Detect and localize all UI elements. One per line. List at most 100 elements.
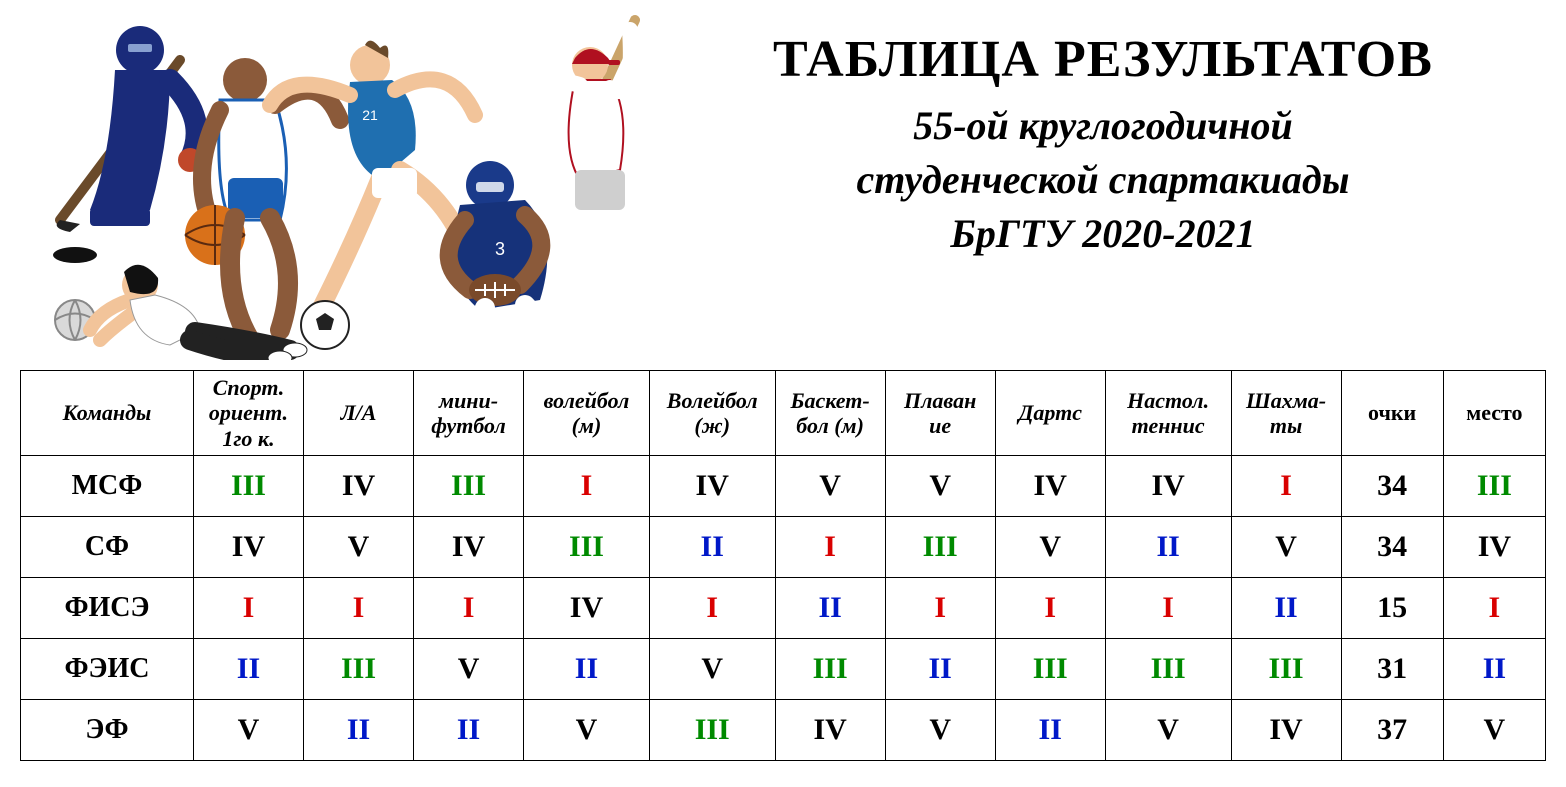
column-header: волейбол(м) [524,371,650,456]
place-cell: V [1443,699,1545,760]
result-cell: V [775,455,885,516]
table-row: ФИСЭIIIIVIIIIIIII15I [21,577,1546,638]
result-cell: III [524,516,650,577]
column-header: Плавание [885,371,995,456]
column-header: место [1443,371,1545,456]
soccer-player-icon: 21 [270,41,475,349]
points-cell: 31 [1341,638,1443,699]
column-header: Шахма-ты [1231,371,1341,456]
sports-collage-image: 21 [20,10,640,360]
result-cell: II [885,638,995,699]
hockey-player-icon [57,26,202,232]
column-header: Л/А [303,371,413,456]
result-cell: V [524,699,650,760]
result-cell: I [524,455,650,516]
result-cell: V [885,455,995,516]
page-title: ТАБЛИЦА РЕЗУЛЬТАТОВ [660,30,1546,89]
place-cell: I [1443,577,1545,638]
result-cell: I [995,577,1105,638]
result-cell: IV [1105,455,1231,516]
team-cell: ЭФ [21,699,194,760]
result-cell: III [885,516,995,577]
table-row: СФIVVIVIIIIIIIIIVIIV34IV [21,516,1546,577]
result-cell: III [1231,638,1341,699]
result-cell: II [775,577,885,638]
result-cell: III [649,699,775,760]
baseball-player-icon [520,20,635,210]
result-cell: II [1105,516,1231,577]
volleyball-player-icon [55,265,307,360]
subtitle-line-3: БрГТУ 2020-2021 [950,211,1255,256]
result-cell: V [649,638,775,699]
result-cell: I [885,577,995,638]
table-row: ЭФVIIIIVIIIIVVIIVIV37V [21,699,1546,760]
team-cell: СФ [21,516,194,577]
result-cell: I [775,516,885,577]
result-cell: V [1231,516,1341,577]
result-cell: III [1105,638,1231,699]
result-cell: IV [524,577,650,638]
result-cell: V [414,638,524,699]
result-cell: I [303,577,413,638]
column-header: Спорт.ориент.1го к. [193,371,303,456]
column-header: Настол.теннис [1105,371,1231,456]
result-cell: IV [1231,699,1341,760]
result-cell: V [303,516,413,577]
team-cell: ФЭИС [21,638,194,699]
result-cell: I [414,577,524,638]
column-header: Команды [21,371,194,456]
results-table: КомандыСпорт.ориент.1го к.Л/Амини-футбол… [20,370,1546,761]
subtitle-line-1: 55-ой круглогодичной [913,103,1293,148]
subtitle-line-2: студенческой спартакиады [857,157,1350,202]
column-header: Дартс [995,371,1105,456]
title-block: ТАБЛИЦА РЕЗУЛЬТАТОВ 55-ой круглогодичной… [660,10,1546,261]
table-row: ФЭИСIIIIIVIIVIIIIIIIIIIIIII31II [21,638,1546,699]
result-cell: II [524,638,650,699]
result-cell: IV [193,516,303,577]
page-subtitle: 55-ой круглогодичной студенческой спарта… [660,99,1546,261]
result-cell: V [193,699,303,760]
points-cell: 34 [1341,455,1443,516]
result-cell: V [1105,699,1231,760]
result-cell: IV [303,455,413,516]
result-cell: II [414,699,524,760]
result-cell: IV [649,455,775,516]
team-cell: ФИСЭ [21,577,194,638]
column-header: Волейбол(ж) [649,371,775,456]
place-cell: III [1443,455,1545,516]
result-cell: IV [414,516,524,577]
result-cell: I [1105,577,1231,638]
points-cell: 34 [1341,516,1443,577]
table-header-row: КомандыСпорт.ориент.1го к.Л/Амини-футбол… [21,371,1546,456]
result-cell: III [193,455,303,516]
column-header: очки [1341,371,1443,456]
result-cell: I [649,577,775,638]
result-cell: III [414,455,524,516]
svg-text:21: 21 [362,107,378,123]
result-cell: III [775,638,885,699]
result-cell: II [193,638,303,699]
points-cell: 37 [1341,699,1443,760]
result-cell: I [1231,455,1341,516]
result-cell: IV [775,699,885,760]
column-header: мини-футбол [414,371,524,456]
hockey-puck-icon [53,247,97,263]
result-cell: III [303,638,413,699]
svg-text:3: 3 [495,239,505,259]
table-body: МСФIIIIVIIIIIVVVIVIVI34IIIСФIVVIVIIIIIII… [21,455,1546,760]
result-cell: II [995,699,1105,760]
place-cell: II [1443,638,1545,699]
american-football-player-icon: 3 [449,161,548,358]
result-cell: I [193,577,303,638]
result-cell: II [303,699,413,760]
result-cell: II [1231,577,1341,638]
result-cell: V [995,516,1105,577]
result-cell: IV [995,455,1105,516]
points-cell: 15 [1341,577,1443,638]
result-cell: V [885,699,995,760]
column-header: Баскет-бол (м) [775,371,885,456]
team-cell: МСФ [21,455,194,516]
result-cell: III [995,638,1105,699]
table-row: МСФIIIIVIIIIIVVVIVIVI34III [21,455,1546,516]
place-cell: IV [1443,516,1545,577]
